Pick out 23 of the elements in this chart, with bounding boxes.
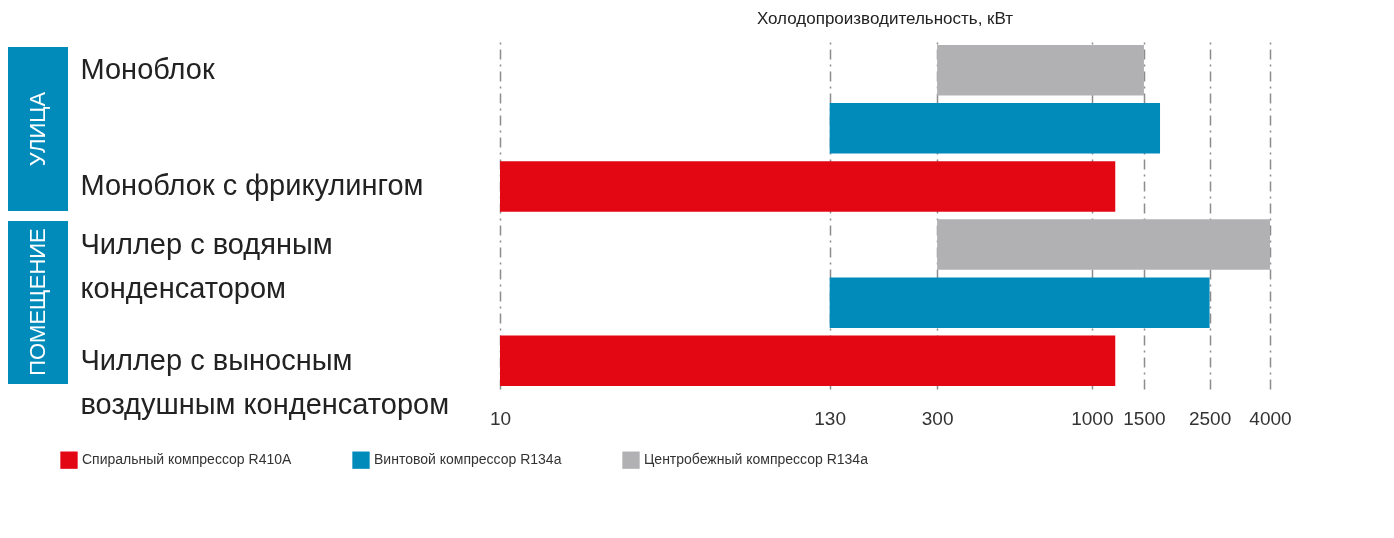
- text: УЛИЦА: [25, 91, 51, 166]
- x-tick-label: 4000: [1249, 407, 1292, 429]
- bar: [829, 277, 1210, 328]
- y-tick-label: Моноблок с фрикулингом: [80, 169, 424, 202]
- legend-label: Винтовой компрессор R134a: [374, 451, 562, 468]
- y-tick-label: Чиллер с водяным конденсатором: [80, 227, 333, 304]
- x-tick-label: 10: [489, 407, 512, 429]
- y-tick-label: Чиллер с выносным воздушным конденсатором: [80, 343, 450, 420]
- legend-label: Спиральный компрессор R410A: [82, 451, 292, 468]
- y-tick-label: Моноблок: [80, 53, 215, 86]
- x-tick-label: 1500: [1123, 407, 1166, 429]
- bar: [500, 161, 1116, 212]
- bar: [829, 103, 1161, 154]
- x-tick-label: 2500: [1188, 407, 1232, 429]
- legend-label: Центробежный компрессор R134a: [644, 451, 869, 468]
- bar: [937, 219, 1270, 270]
- bar: [937, 44, 1144, 96]
- x-tick-label: 300: [921, 407, 954, 429]
- x-axis-title: Холодопроизводительность, кВт: [756, 9, 1014, 28]
- text: ПОМЕЩЕНИЕ: [25, 228, 51, 377]
- x-tick-label: 1000: [1071, 407, 1114, 429]
- bar: [500, 335, 1116, 387]
- x-tick-label: 130: [814, 407, 846, 429]
